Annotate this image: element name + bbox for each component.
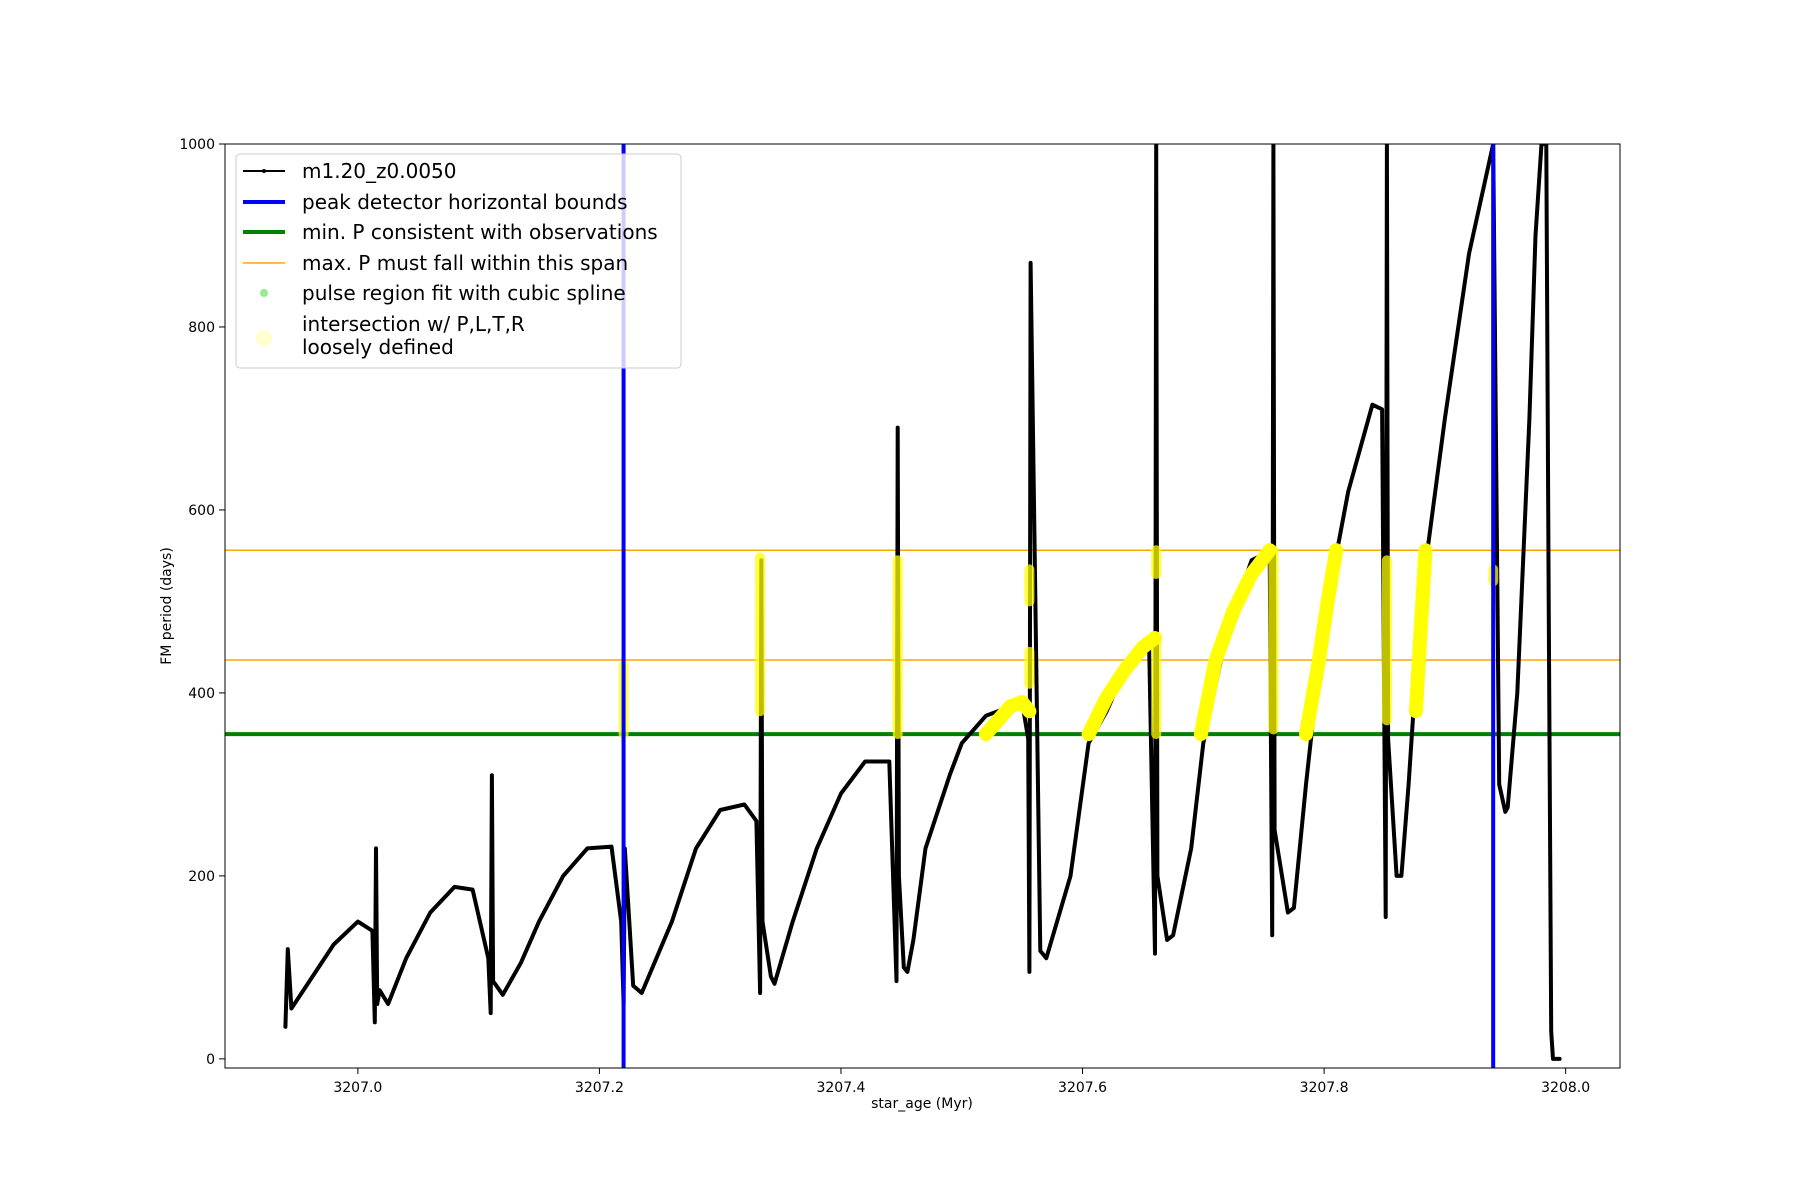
y-axis: 0 200 400 600 800 1000 [179,137,225,1068]
legend-label-intersection: intersection w/ P,L,T,R [302,312,525,336]
intersection-segment [1408,543,1433,719]
x-axis: 3207.0 3207.2 3207.4 3207.6 3207.8 3208.0 [333,1068,1590,1096]
x-axis-label: star_age (Myr) [871,1096,973,1112]
legend-swatch-intersection [256,330,272,346]
legend: m1.20_z0.0050 peak detector horizontal b… [235,153,682,369]
legend-label-bounds: peak detector horizontal bounds [302,190,628,214]
legend-label-max-p: max. P must fall within this span [302,251,628,275]
x-tick-label: 3207.0 [333,1080,382,1096]
axes-frame [224,143,1621,1069]
x-tick-label: 3208.0 [1541,1080,1590,1096]
intersection-segment [978,695,1037,742]
legend-box [235,153,682,369]
plot-area [225,144,1620,1068]
y-tick-label: 200 [188,869,215,885]
y-tick-label: 600 [188,503,215,519]
intersection-segment [1193,543,1277,742]
legend-label-track: m1.20_z0.0050 [302,159,457,183]
x-tick-label: 3207.4 [816,1080,865,1096]
intersection-segment [1299,543,1344,742]
intersection-segment [1081,631,1162,742]
x-tick-label: 3207.2 [575,1080,624,1096]
y-tick-label: 1000 [179,137,215,153]
legend-label-spline: pulse region fit with cubic spline [302,281,626,305]
legend-swatch-track-marker [262,169,266,173]
x-tick-label: 3207.6 [1058,1080,1107,1096]
track-line [283,144,1562,1061]
legend-label-intersection-line2: loosely defined [302,335,454,359]
legend-label-min-p: min. P consistent with observations [302,220,658,244]
y-tick-label: 400 [188,686,215,702]
y-axis-label: FM period (days) [159,547,175,665]
y-tick-label: 0 [206,1052,215,1068]
legend-swatch-spline [260,289,268,297]
y-tick-label: 800 [188,320,215,336]
x-tick-label: 3207.8 [1300,1080,1349,1096]
